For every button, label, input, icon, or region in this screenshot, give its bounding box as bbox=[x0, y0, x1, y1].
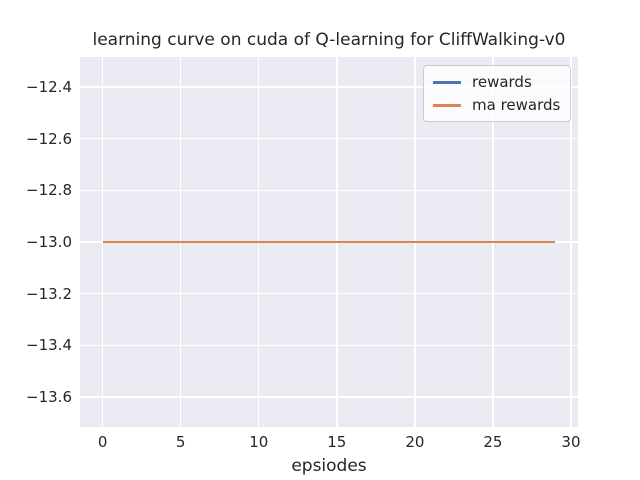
y-gridline bbox=[80, 292, 578, 295]
y-tick-label: −13.0 bbox=[26, 233, 72, 251]
y-tick-label: −13.2 bbox=[26, 284, 72, 303]
legend-entry: ma rewards bbox=[433, 95, 560, 115]
y-gridline bbox=[80, 137, 578, 140]
x-tick-label: 20 bbox=[405, 433, 425, 451]
legend-line-swatch bbox=[433, 103, 461, 107]
x-tick-label: 30 bbox=[561, 433, 581, 451]
y-gridline bbox=[80, 86, 578, 88]
series-line-ma-rewards bbox=[102, 240, 556, 244]
y-tick-label: −13.4 bbox=[26, 336, 72, 355]
chart-title: learning curve on cuda of Q-learning for… bbox=[92, 30, 566, 50]
x-axis-label: epsiodes bbox=[291, 456, 367, 476]
x-tick-label: 15 bbox=[327, 433, 347, 451]
y-tick-label: −12.8 bbox=[26, 181, 72, 200]
x-tick-label: 10 bbox=[249, 433, 269, 451]
y-gridline bbox=[80, 189, 578, 191]
legend-line-swatch bbox=[433, 80, 461, 84]
legend-label: ma rewards bbox=[472, 96, 561, 114]
y-gridline bbox=[80, 344, 578, 347]
y-tick-label: −13.6 bbox=[26, 388, 72, 407]
y-gridline bbox=[80, 396, 578, 398]
x-tick-label: 5 bbox=[175, 433, 186, 451]
legend-label: rewards bbox=[472, 73, 532, 91]
x-tick-label: 0 bbox=[97, 433, 108, 451]
x-tick-label: 25 bbox=[483, 433, 503, 451]
y-tick-label: −12.6 bbox=[26, 129, 72, 148]
legend-entry: rewards bbox=[433, 72, 560, 92]
legend: rewards ma rewards bbox=[423, 65, 572, 122]
y-tick-label: −12.4 bbox=[26, 77, 72, 96]
